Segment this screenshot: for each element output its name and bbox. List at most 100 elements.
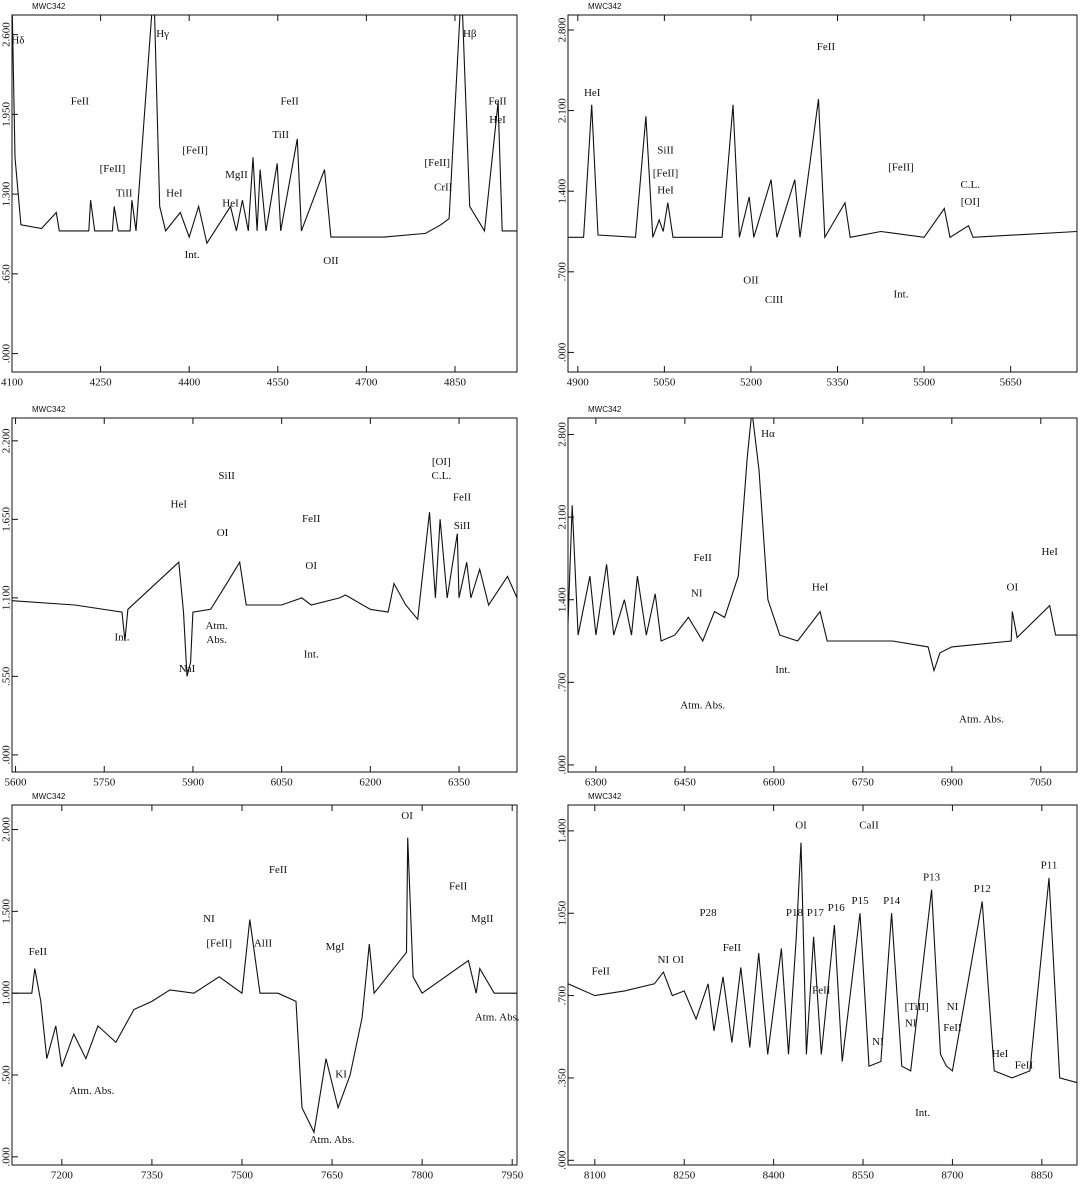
line-label: NI bbox=[872, 1036, 884, 1048]
y-tick-label: 1.950 bbox=[1, 101, 13, 126]
line-label: Int. bbox=[114, 631, 129, 643]
line-label: FeII bbox=[29, 946, 48, 958]
y-tick-label: .550 bbox=[1, 666, 13, 686]
line-label: Abs. bbox=[206, 634, 227, 646]
spectrum bbox=[568, 418, 1077, 673]
spectrum bbox=[12, 837, 517, 1135]
line-label: Int. bbox=[304, 648, 319, 660]
x-tick-label: 4700 bbox=[355, 377, 378, 389]
x-tick-label: 8250 bbox=[673, 1170, 696, 1182]
line-label: SiII bbox=[218, 470, 235, 482]
line-label: HeI bbox=[489, 114, 506, 126]
line-label: NI bbox=[203, 913, 215, 925]
panel-title: MWC342 bbox=[588, 2, 622, 11]
line-label: FeII bbox=[592, 966, 611, 978]
line-label: NI bbox=[658, 954, 670, 966]
line-label: HeI bbox=[171, 499, 188, 511]
line-label: NaI bbox=[179, 663, 196, 675]
line-label: C.L. bbox=[432, 470, 452, 482]
line-label: FeII bbox=[449, 880, 468, 892]
y-tick-label: .000 bbox=[557, 342, 569, 362]
line-label: P18 bbox=[786, 907, 804, 919]
line-label: NI bbox=[905, 1017, 917, 1029]
y-tick-label: 1.300 bbox=[1, 181, 13, 206]
line-label: CaII bbox=[859, 820, 879, 832]
line-label: FeII bbox=[453, 491, 472, 503]
line-label: Atm. Abs. bbox=[680, 699, 725, 711]
line-label: NI bbox=[691, 587, 703, 599]
line-label: [TiII] bbox=[905, 1001, 929, 1013]
line-label: TiII bbox=[116, 188, 133, 200]
x-tick-label: 6600 bbox=[763, 777, 786, 789]
line-label: HeI bbox=[166, 188, 183, 200]
line-label: FeII bbox=[280, 96, 299, 108]
line-label: P13 bbox=[923, 871, 941, 883]
line-label: OI bbox=[1007, 581, 1019, 593]
line-label: C.L. bbox=[960, 179, 980, 191]
line-label: P15 bbox=[851, 895, 869, 907]
y-tick-label: 2.100 bbox=[557, 504, 569, 529]
y-tick-label: .700 bbox=[557, 672, 569, 692]
line-label: MgI bbox=[326, 941, 345, 953]
line-label: OI bbox=[401, 810, 413, 822]
x-tick-label: 7200 bbox=[51, 1170, 74, 1182]
y-tick-label: 2.100 bbox=[557, 98, 569, 123]
line-label: P14 bbox=[883, 895, 901, 907]
panel-title: MWC342 bbox=[32, 405, 66, 414]
line-label: FeII bbox=[71, 96, 90, 108]
x-tick-label: 7800 bbox=[411, 1170, 434, 1182]
spectrum bbox=[568, 842, 1077, 1084]
x-tick-label: 5600 bbox=[5, 777, 28, 789]
line-label: [OI] bbox=[432, 456, 451, 468]
line-label: FeII bbox=[1015, 1060, 1034, 1072]
x-tick-label: 5900 bbox=[182, 777, 205, 789]
x-tick-label: 5750 bbox=[93, 777, 116, 789]
x-tick-label: 4850 bbox=[444, 377, 467, 389]
line-label: Atm. Abs. bbox=[475, 1011, 520, 1023]
x-tick-label: 6900 bbox=[941, 777, 964, 789]
frame bbox=[567, 14, 1078, 373]
line-label: HeI bbox=[584, 87, 601, 99]
y-tick-label: 1.650 bbox=[1, 506, 13, 531]
line-label: [FeII] bbox=[182, 145, 208, 157]
x-tick-label: 6050 bbox=[271, 777, 294, 789]
x-tick-label: 5050 bbox=[653, 377, 676, 389]
line-label: CrII bbox=[434, 182, 453, 194]
line-label: P16 bbox=[828, 902, 846, 914]
line-label: FeII bbox=[817, 41, 836, 53]
x-tick-label: 7950 bbox=[501, 1170, 524, 1182]
line-label: Hα bbox=[761, 428, 775, 440]
spectrum bbox=[568, 99, 1077, 240]
line-label: SiII bbox=[454, 520, 471, 532]
y-tick-label: .000 bbox=[557, 755, 569, 775]
y-tick-label: 2.000 bbox=[1, 817, 13, 842]
panel-title: MWC342 bbox=[588, 792, 622, 801]
y-tick-label: 2.600 bbox=[1, 22, 13, 47]
line-label: MgII bbox=[225, 169, 248, 181]
panel: MWC342 8100 8250 8400 8550 8700 8850 .000 .350 .7… bbox=[557, 792, 1078, 1182]
line-label: MgII bbox=[471, 913, 494, 925]
line-label: [FeII] bbox=[100, 163, 126, 175]
x-tick-label: 8400 bbox=[763, 1170, 786, 1182]
x-tick-label: 7050 bbox=[1030, 777, 1053, 789]
line-label: Hβ bbox=[463, 28, 477, 40]
y-tick-label: 1.050 bbox=[557, 900, 569, 925]
y-tick-label: .000 bbox=[1, 745, 13, 765]
line-label: KI bbox=[335, 1069, 347, 1081]
x-tick-label: 6350 bbox=[448, 777, 471, 789]
line-label: Atm. Abs. bbox=[310, 1134, 355, 1146]
x-tick-label: 5350 bbox=[827, 377, 850, 389]
line-label: CIII bbox=[765, 294, 784, 306]
x-tick-label: 5200 bbox=[740, 377, 763, 389]
x-tick-label: 7350 bbox=[141, 1170, 164, 1182]
panel: MWC342 4900 5050 5200 5350 5500 5650 .000 .700 1.… bbox=[557, 2, 1078, 389]
panel: MWC342 7200 7350 7500 7650 7800 7950 .000 .500 1.… bbox=[1, 792, 524, 1181]
x-tick-label: 4100 bbox=[1, 377, 24, 389]
x-tick-label: 6300 bbox=[585, 777, 608, 789]
line-label: AlII bbox=[254, 938, 273, 950]
line-label: FeII bbox=[723, 942, 742, 954]
y-tick-label: 1.400 bbox=[557, 587, 569, 612]
line-label: TiII bbox=[272, 129, 289, 141]
frame bbox=[567, 417, 1078, 773]
line-label: FeII bbox=[269, 864, 288, 876]
